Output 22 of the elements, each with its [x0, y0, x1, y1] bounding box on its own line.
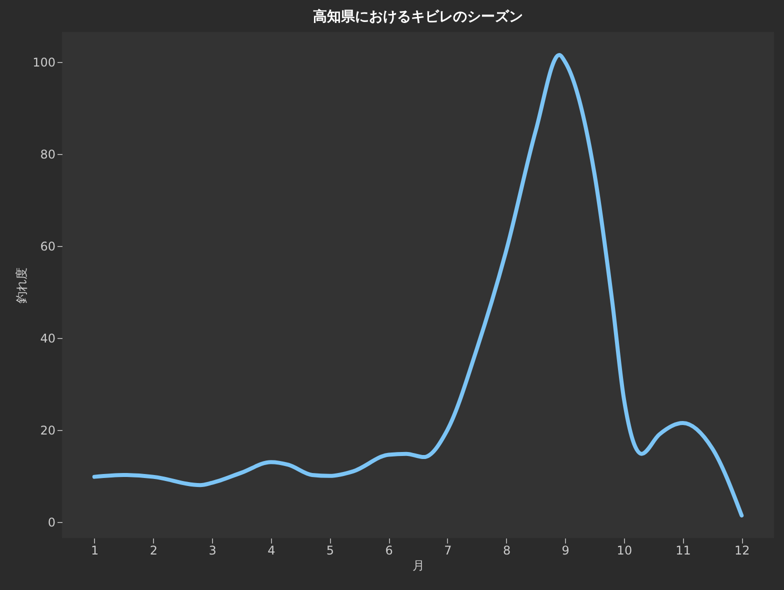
x-tick-label: 1 [91, 544, 99, 558]
y-tick-label: 40 [40, 331, 56, 346]
x-tick-label: 3 [208, 544, 216, 558]
x-tick-label: 7 [444, 544, 452, 558]
x-tick-label: 11 [676, 544, 691, 558]
x-tick-label: 12 [734, 544, 750, 558]
x-tick-label: 9 [562, 544, 570, 558]
y-tick-label: 100 [32, 55, 56, 70]
y-tick-label: 80 [40, 147, 56, 162]
x-tick-label: 8 [502, 544, 511, 558]
x-tick-label: 4 [268, 544, 276, 558]
y-axis-title: 釣れ度 [14, 268, 29, 304]
x-tick-label: 5 [326, 544, 334, 558]
x-tick-label: 2 [150, 544, 158, 558]
x-axis-title: 月 [412, 558, 424, 572]
line-series [92, 53, 744, 518]
y-tick-label: 20 [40, 423, 56, 438]
x-tick-label: 6 [385, 544, 393, 558]
x-tick-label: 10 [616, 544, 632, 558]
y-tick-label: 0 [48, 515, 56, 530]
y-tick-label: 60 [40, 239, 56, 254]
chart-title: 高知県におけるキビレのシーズン [313, 8, 523, 25]
